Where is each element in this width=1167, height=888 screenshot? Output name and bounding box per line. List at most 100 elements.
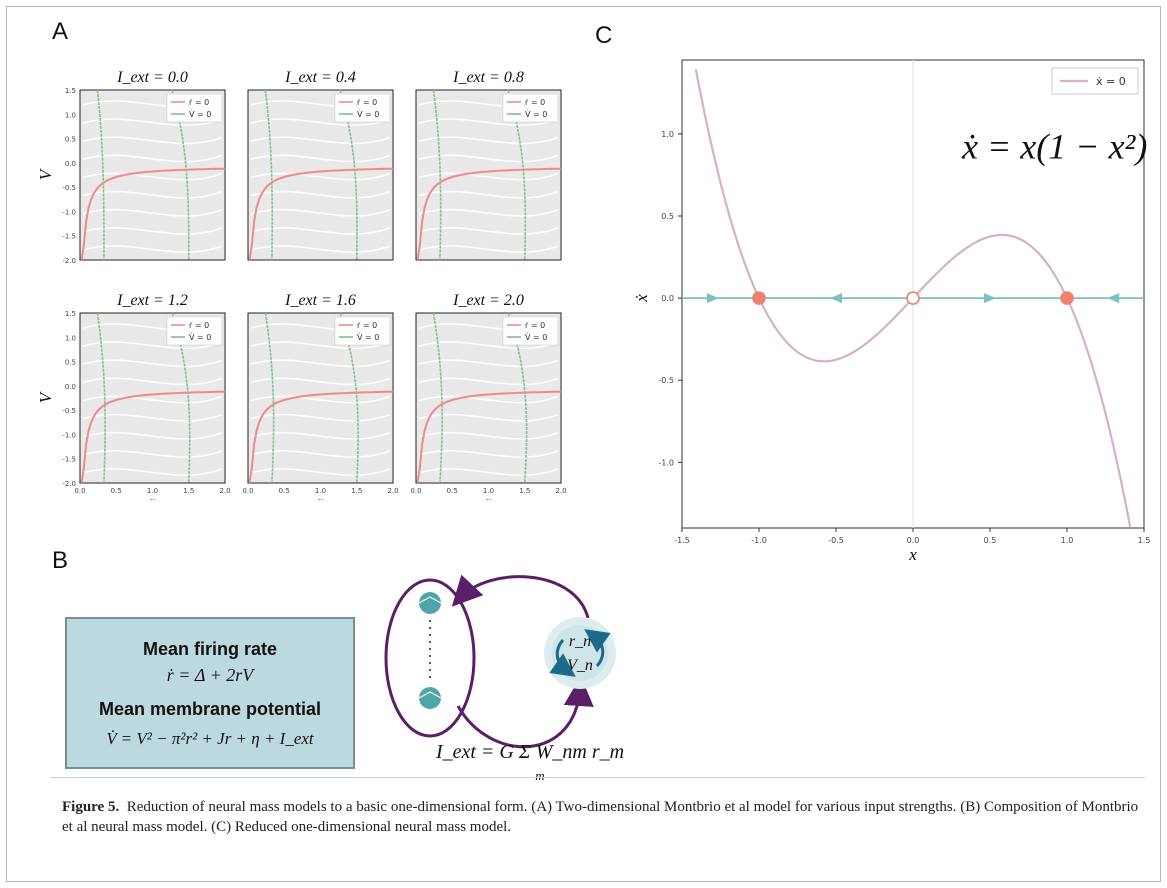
x-tick-label: 1.0 — [147, 487, 158, 495]
legend-label: ẋ = 0 — [1096, 75, 1126, 88]
subplot-legend — [166, 93, 223, 123]
streamline — [82, 413, 223, 422]
panel-c-chart: -1.5 -1.0 -0.5 0.0 0.5 1.0 1.5 1.0 0.5 0.0 -0.5 -1.… — [632, 59, 1150, 564]
streamline — [250, 359, 391, 368]
unstable-fixed-point — [906, 291, 920, 305]
streamline — [418, 395, 559, 404]
streamline — [82, 431, 223, 440]
phase-plane-subplot: I_ext = 1.6 ṙ = 0 V̇ = 0 0.0 0.5 1.0 1.5 2.0 r — [242, 292, 398, 500]
y-tick-label: 0.0 — [65, 160, 76, 168]
flow-arrow-right — [706, 293, 719, 304]
streamline — [418, 431, 559, 440]
nullcline-r — [248, 390, 393, 484]
streamline — [250, 172, 391, 181]
node-label-v: V_n — [567, 657, 593, 674]
population-ellipse — [384, 578, 476, 738]
streamline — [418, 208, 559, 217]
legend-label: V̇ = 0 — [357, 332, 379, 342]
nullcline-v — [432, 312, 443, 484]
streamline — [82, 450, 223, 458]
nullcline-r — [248, 167, 393, 261]
streamline — [418, 154, 559, 163]
y-tick-label: 0.0 — [661, 294, 674, 303]
legend-label: V̇ = 0 — [525, 332, 547, 342]
figure-frame — [6, 6, 1161, 882]
stable-fixed-point — [752, 291, 766, 305]
node-cycle-arrow-right — [584, 629, 611, 668]
streamline — [82, 395, 223, 404]
caption-text: Reduction of neural mass models to a bas… — [62, 799, 1139, 835]
x-tick-label: 0.5 — [984, 536, 997, 545]
streamline — [82, 118, 223, 127]
streamline — [82, 136, 223, 145]
y-tick-label: -1.5 — [62, 456, 76, 464]
streamline — [250, 245, 391, 253]
subplot-title: I_ext = 0.8 — [452, 69, 524, 86]
panel-label-a: A — [52, 18, 69, 45]
caption-label: Figure 5. — [62, 799, 120, 815]
streamline — [82, 341, 223, 350]
streamline — [250, 227, 391, 235]
nullcline-v — [264, 89, 274, 261]
panel-label-c: C — [595, 22, 613, 49]
x-tick-label: 0.5 — [111, 487, 122, 495]
streamline — [250, 413, 391, 422]
subplot-legend — [502, 93, 559, 123]
x-tick-label: 1.0 — [315, 487, 326, 495]
subplot-legend — [334, 93, 391, 123]
feedback-arrow-bottom — [456, 676, 594, 749]
equation-annotation: ẋ = x(1 − x²) — [961, 127, 1147, 167]
streamline — [82, 359, 223, 368]
x-tick-label: 1.5 — [519, 487, 530, 495]
y-tick-label: 0.5 — [65, 136, 76, 144]
y-tick-label: -1.0 — [62, 208, 76, 216]
subplot-legend — [166, 316, 223, 346]
x-tick-label: -0.5 — [828, 536, 844, 545]
streamline — [82, 468, 223, 476]
population-node-bottom — [418, 687, 442, 709]
panel-a-phase-planes: I_ext = 0.0 ṙ = 0 V̇ = 0 1.5 1.0 0.5 0.0 -0.5 -1… — [36, 69, 567, 500]
equation-membrane-potential: V̇ = V² − π²r² + Jr + η + I_ext — [106, 729, 314, 748]
phase-plane-subplot: I_ext = 0.8 ṙ = 0 V̇ = 0 — [415, 69, 562, 261]
x-tick-label: 0.5 — [279, 487, 290, 495]
streamline — [82, 172, 223, 181]
subplot-title: I_ext = 0.4 — [284, 69, 356, 86]
legend-label: V̇ = 0 — [357, 109, 379, 119]
x-tick-label: 2.0 — [555, 487, 566, 495]
panel-b-diagram: r_n V_n I_ext = G Σ W_nm r_m m — [384, 574, 624, 783]
x-axis-label: r — [485, 494, 492, 500]
y-tick-label: -2.0 — [62, 257, 76, 265]
y-tick-label: -1.0 — [658, 458, 674, 467]
y-axis-label: ẋ — [632, 294, 651, 303]
x-tick-label: 0.0 — [410, 487, 421, 495]
y-tick-label: 1.5 — [65, 310, 76, 318]
streamline — [418, 468, 559, 476]
x-tick-label: 0.5 — [447, 487, 458, 495]
heading-firing-rate: Mean firing rate — [142, 639, 278, 659]
streamline — [250, 468, 391, 476]
streamline — [82, 208, 223, 217]
x-tick-label: 1.5 — [1138, 536, 1150, 545]
x-tick-label: -1.0 — [751, 536, 767, 545]
streamline — [250, 450, 391, 458]
y-tick-label: 1.0 — [661, 130, 674, 139]
subplot-title: I_ext = 1.2 — [116, 292, 188, 309]
streamline — [418, 118, 559, 127]
nullcline-r — [416, 167, 561, 261]
phase-plane-subplot: I_ext = 0.4 ṙ = 0 V̇ = 0 — [247, 69, 394, 261]
stable-fixed-point — [1060, 291, 1074, 305]
x-tick-label: 2.0 — [387, 487, 398, 495]
streamline — [418, 245, 559, 253]
x-tick-label: 0.0 — [907, 536, 920, 545]
nullcline-r — [80, 390, 225, 484]
legend-label: ṙ = 0 — [525, 98, 545, 107]
nullcline-v — [432, 89, 442, 261]
y-tick-label: -1.5 — [62, 233, 76, 241]
subplot-title: I_ext = 2.0 — [452, 292, 524, 309]
equation-firing-rate: ṙ = Δ + 2rV — [166, 665, 254, 685]
streamline — [82, 245, 223, 253]
subplot-legend — [334, 316, 391, 346]
flow-arrow-left — [1107, 293, 1120, 304]
y-axis-label: V — [36, 167, 55, 180]
x-axis-label: r — [149, 494, 156, 500]
